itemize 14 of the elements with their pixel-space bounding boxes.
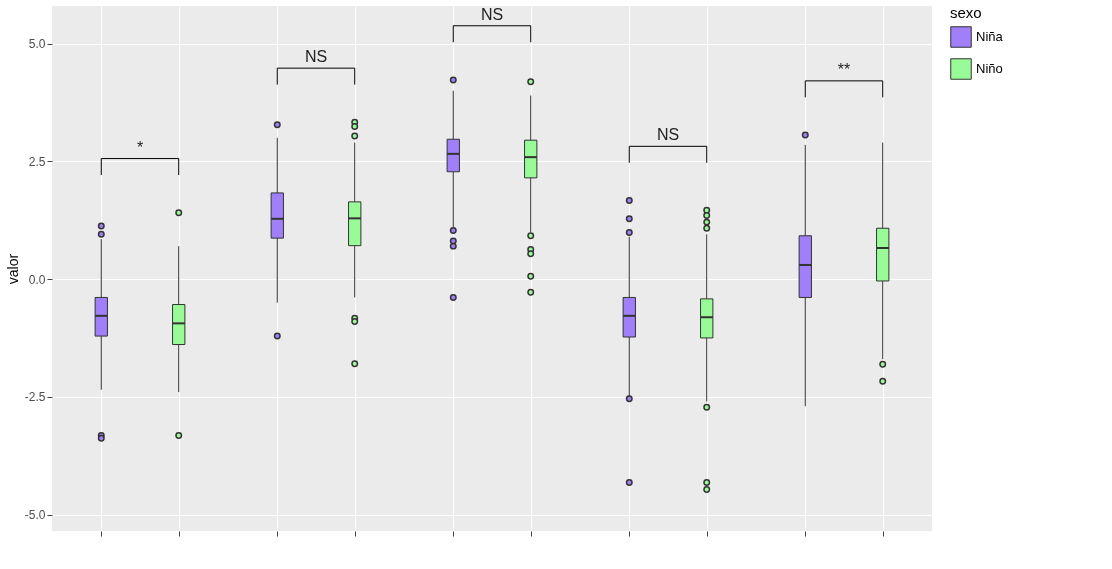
y-tick-label: -2.5 <box>24 390 46 405</box>
legend-title: sexo <box>950 4 982 21</box>
annotation: NS <box>656 126 680 144</box>
y-axis-title: valor <box>4 253 21 285</box>
y-tick-label: 0.0 <box>28 272 46 287</box>
annotation: ** <box>837 60 851 78</box>
y-tick-label: 2.5 <box>28 154 46 169</box>
y-tick-label: -5.0 <box>24 508 46 523</box>
legend-label: Niña <box>976 29 1004 44</box>
y-tick-label: 5.0 <box>28 37 46 52</box>
annotation: * <box>136 138 144 156</box>
legend-label: Niño <box>976 61 1003 76</box>
annotation: NS <box>304 48 328 66</box>
annotation: NS <box>480 5 504 23</box>
